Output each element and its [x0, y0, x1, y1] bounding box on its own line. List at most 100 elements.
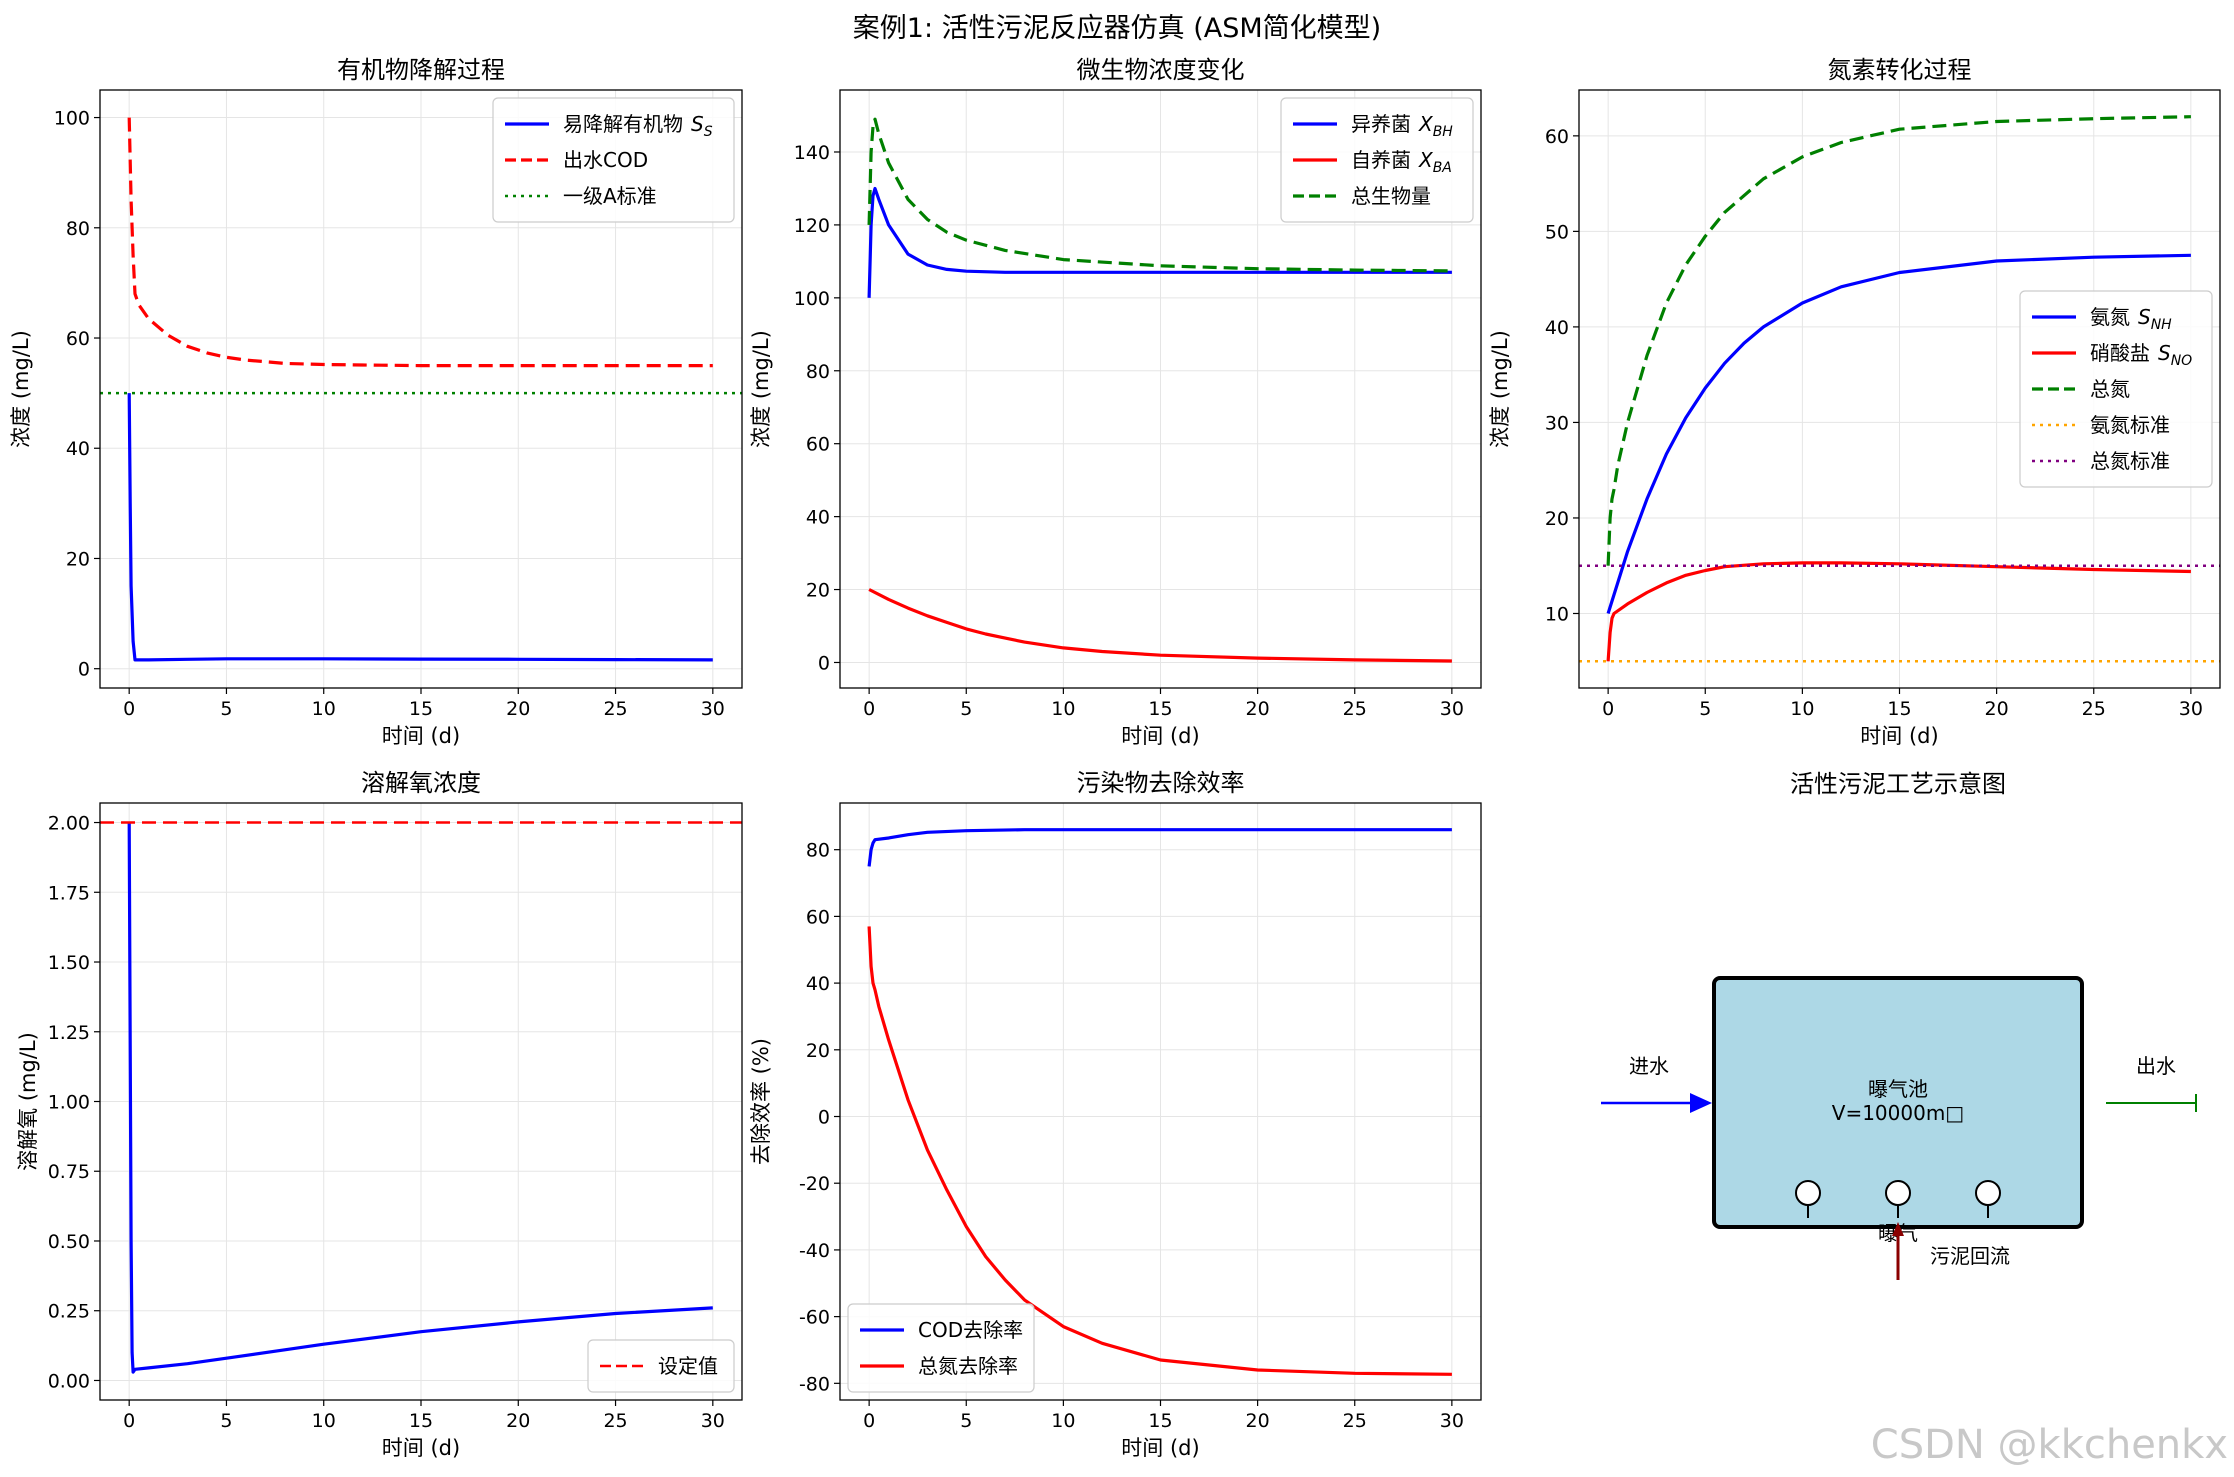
legend-label: 出水COD: [563, 148, 648, 172]
series-line: [867, 926, 1452, 1376]
x-tick-label: 25: [603, 1410, 627, 1432]
series-line: [1606, 253, 2191, 614]
y-tick-label: 1.75: [48, 882, 90, 904]
legend-frame: [492, 97, 735, 223]
y-tick-label: 10: [1545, 603, 1569, 625]
x-tick-label: 10: [1790, 698, 1814, 720]
subplot-title: 有机物降解过程: [337, 56, 505, 84]
x-tick-label: 10: [1051, 1410, 1075, 1432]
x-tick-label: 25: [2082, 698, 2106, 720]
watermark: CSDN @kkchenkx: [1871, 1422, 2228, 1468]
x-tick-label: 25: [1343, 1410, 1367, 1432]
subplot-title: 污染物去除效率: [1077, 769, 1245, 797]
series-group: [867, 117, 1452, 663]
series-line: [127, 822, 713, 1374]
series-line: [1606, 115, 2191, 566]
x-axis-label: 时间 (d): [382, 1436, 460, 1460]
tank-volume-label: V=10000m□: [1832, 1101, 1964, 1125]
legend-label: 总氮标准: [2090, 449, 2170, 473]
y-axis-label: 浓度 (mg/L): [1488, 330, 1512, 448]
x-tick-label: 15: [1887, 698, 1911, 720]
series-line: [867, 186, 1452, 298]
y-tick-label: 20: [66, 548, 90, 570]
x-axis-label: 时间 (d): [1121, 1436, 1199, 1460]
y-tick-label: 80: [806, 361, 830, 383]
y-tick-label: 60: [806, 434, 830, 456]
y-tick-label: 1.50: [48, 952, 90, 974]
process-diagram: 活性污泥工艺示意图 进水 曝气池 V=10000m□ 曝气 污泥回流: [1601, 770, 2197, 1280]
x-tick-label: 20: [506, 1410, 530, 1432]
diagram-title: 活性污泥工艺示意图: [1790, 770, 2006, 798]
y-tick-label: 0.75: [48, 1161, 90, 1183]
y-tick-label: 60: [806, 906, 830, 928]
x-axis-label: 时间 (d): [1121, 724, 1199, 748]
x-tick-label: 10: [312, 698, 336, 720]
y-tick-label: 120: [794, 215, 830, 237]
series-line: [127, 117, 713, 368]
x-tick-label: 20: [506, 698, 530, 720]
x-tick-label: 0: [123, 698, 135, 720]
x-tick-label: 30: [701, 698, 725, 720]
x-tick-label: 0: [863, 1410, 875, 1432]
y-tick-label: -40: [799, 1240, 830, 1262]
x-tick-label: 30: [2179, 698, 2203, 720]
sludge-return-label: 污泥回流: [1930, 1244, 2010, 1268]
aerator-2: [1885, 1180, 1911, 1218]
legend-label: 总生物量: [1351, 184, 1431, 208]
legend-label: 易降解有机物 SS: [563, 112, 713, 140]
y-axis-label: 浓度 (mg/L): [749, 330, 773, 448]
series-group: [100, 821, 742, 1374]
x-tick-label: 25: [603, 698, 627, 720]
y-tick-label: 80: [806, 840, 830, 862]
x-tick-label: 5: [960, 698, 972, 720]
y-axis-label: 去除效率 (%): [749, 1038, 773, 1165]
x-tick-label: 5: [220, 698, 232, 720]
y-tick-label: 40: [806, 973, 830, 995]
inlet-label: 进水: [1629, 1054, 1669, 1078]
inlet-arrow-head: [1690, 1093, 1712, 1113]
y-tick-label: 0.25: [48, 1301, 90, 1323]
series-line: [867, 117, 1452, 273]
x-tick-label: 30: [1440, 698, 1464, 720]
y-tick-label: -20: [799, 1173, 830, 1195]
y-tick-label: 20: [1545, 508, 1569, 530]
legend-frame: [1280, 97, 1474, 223]
aerator-3: [1975, 1180, 2001, 1218]
aerator-1: [1795, 1180, 1821, 1218]
y-tick-label: 2.00: [48, 813, 90, 835]
y-tick-label: 1.00: [48, 1092, 90, 1114]
x-tick-label: 0: [863, 698, 875, 720]
outlet-label: 出水: [2136, 1054, 2176, 1078]
series-group: [867, 828, 1452, 1376]
x-tick-label: 10: [1051, 698, 1075, 720]
legend-label: 氨氮标准: [2090, 413, 2170, 437]
series-group: [1579, 115, 2220, 663]
series-line: [127, 393, 713, 662]
legend-frame: [847, 1303, 1035, 1393]
return-arrow-head: [1892, 1222, 1904, 1236]
x-tick-label: 30: [1440, 1410, 1464, 1432]
x-axis-label: 时间 (d): [1860, 724, 1938, 748]
y-tick-label: 0.50: [48, 1231, 90, 1253]
y-tick-label: 100: [54, 108, 90, 130]
x-tick-label: 20: [1246, 698, 1270, 720]
subplot-title: 微生物浓度变化: [1077, 56, 1245, 84]
x-tick-label: 20: [1246, 1410, 1270, 1432]
y-axis-label: 溶解氧 (mg/L): [16, 1032, 40, 1171]
x-tick-label: 0: [123, 1410, 135, 1432]
x-tick-label: 15: [409, 698, 433, 720]
subplot-title: 氮素转化过程: [1828, 56, 1972, 84]
y-tick-label: -80: [799, 1373, 830, 1395]
subplot-5: 污染物去除效率 0 5 10 15 20 25 30 -80 -60 -40 -20 0 20 40 60 80…: [749, 769, 1482, 1460]
figure-suptitle: 案例1: 活性污泥反应器仿真 (ASM简化模型): [853, 13, 1381, 44]
y-tick-label: 140: [794, 142, 830, 164]
y-tick-label: -60: [799, 1307, 830, 1329]
x-tick-label: 25: [1343, 698, 1367, 720]
y-tick-label: 100: [794, 288, 830, 310]
subplot-1: 有机物降解过程 0 5 10 15 20 25 30 0 20 40 60 80 100 时间 (d) 浓度 …: [9, 56, 743, 748]
subplot-title: 溶解氧浓度: [361, 769, 481, 797]
